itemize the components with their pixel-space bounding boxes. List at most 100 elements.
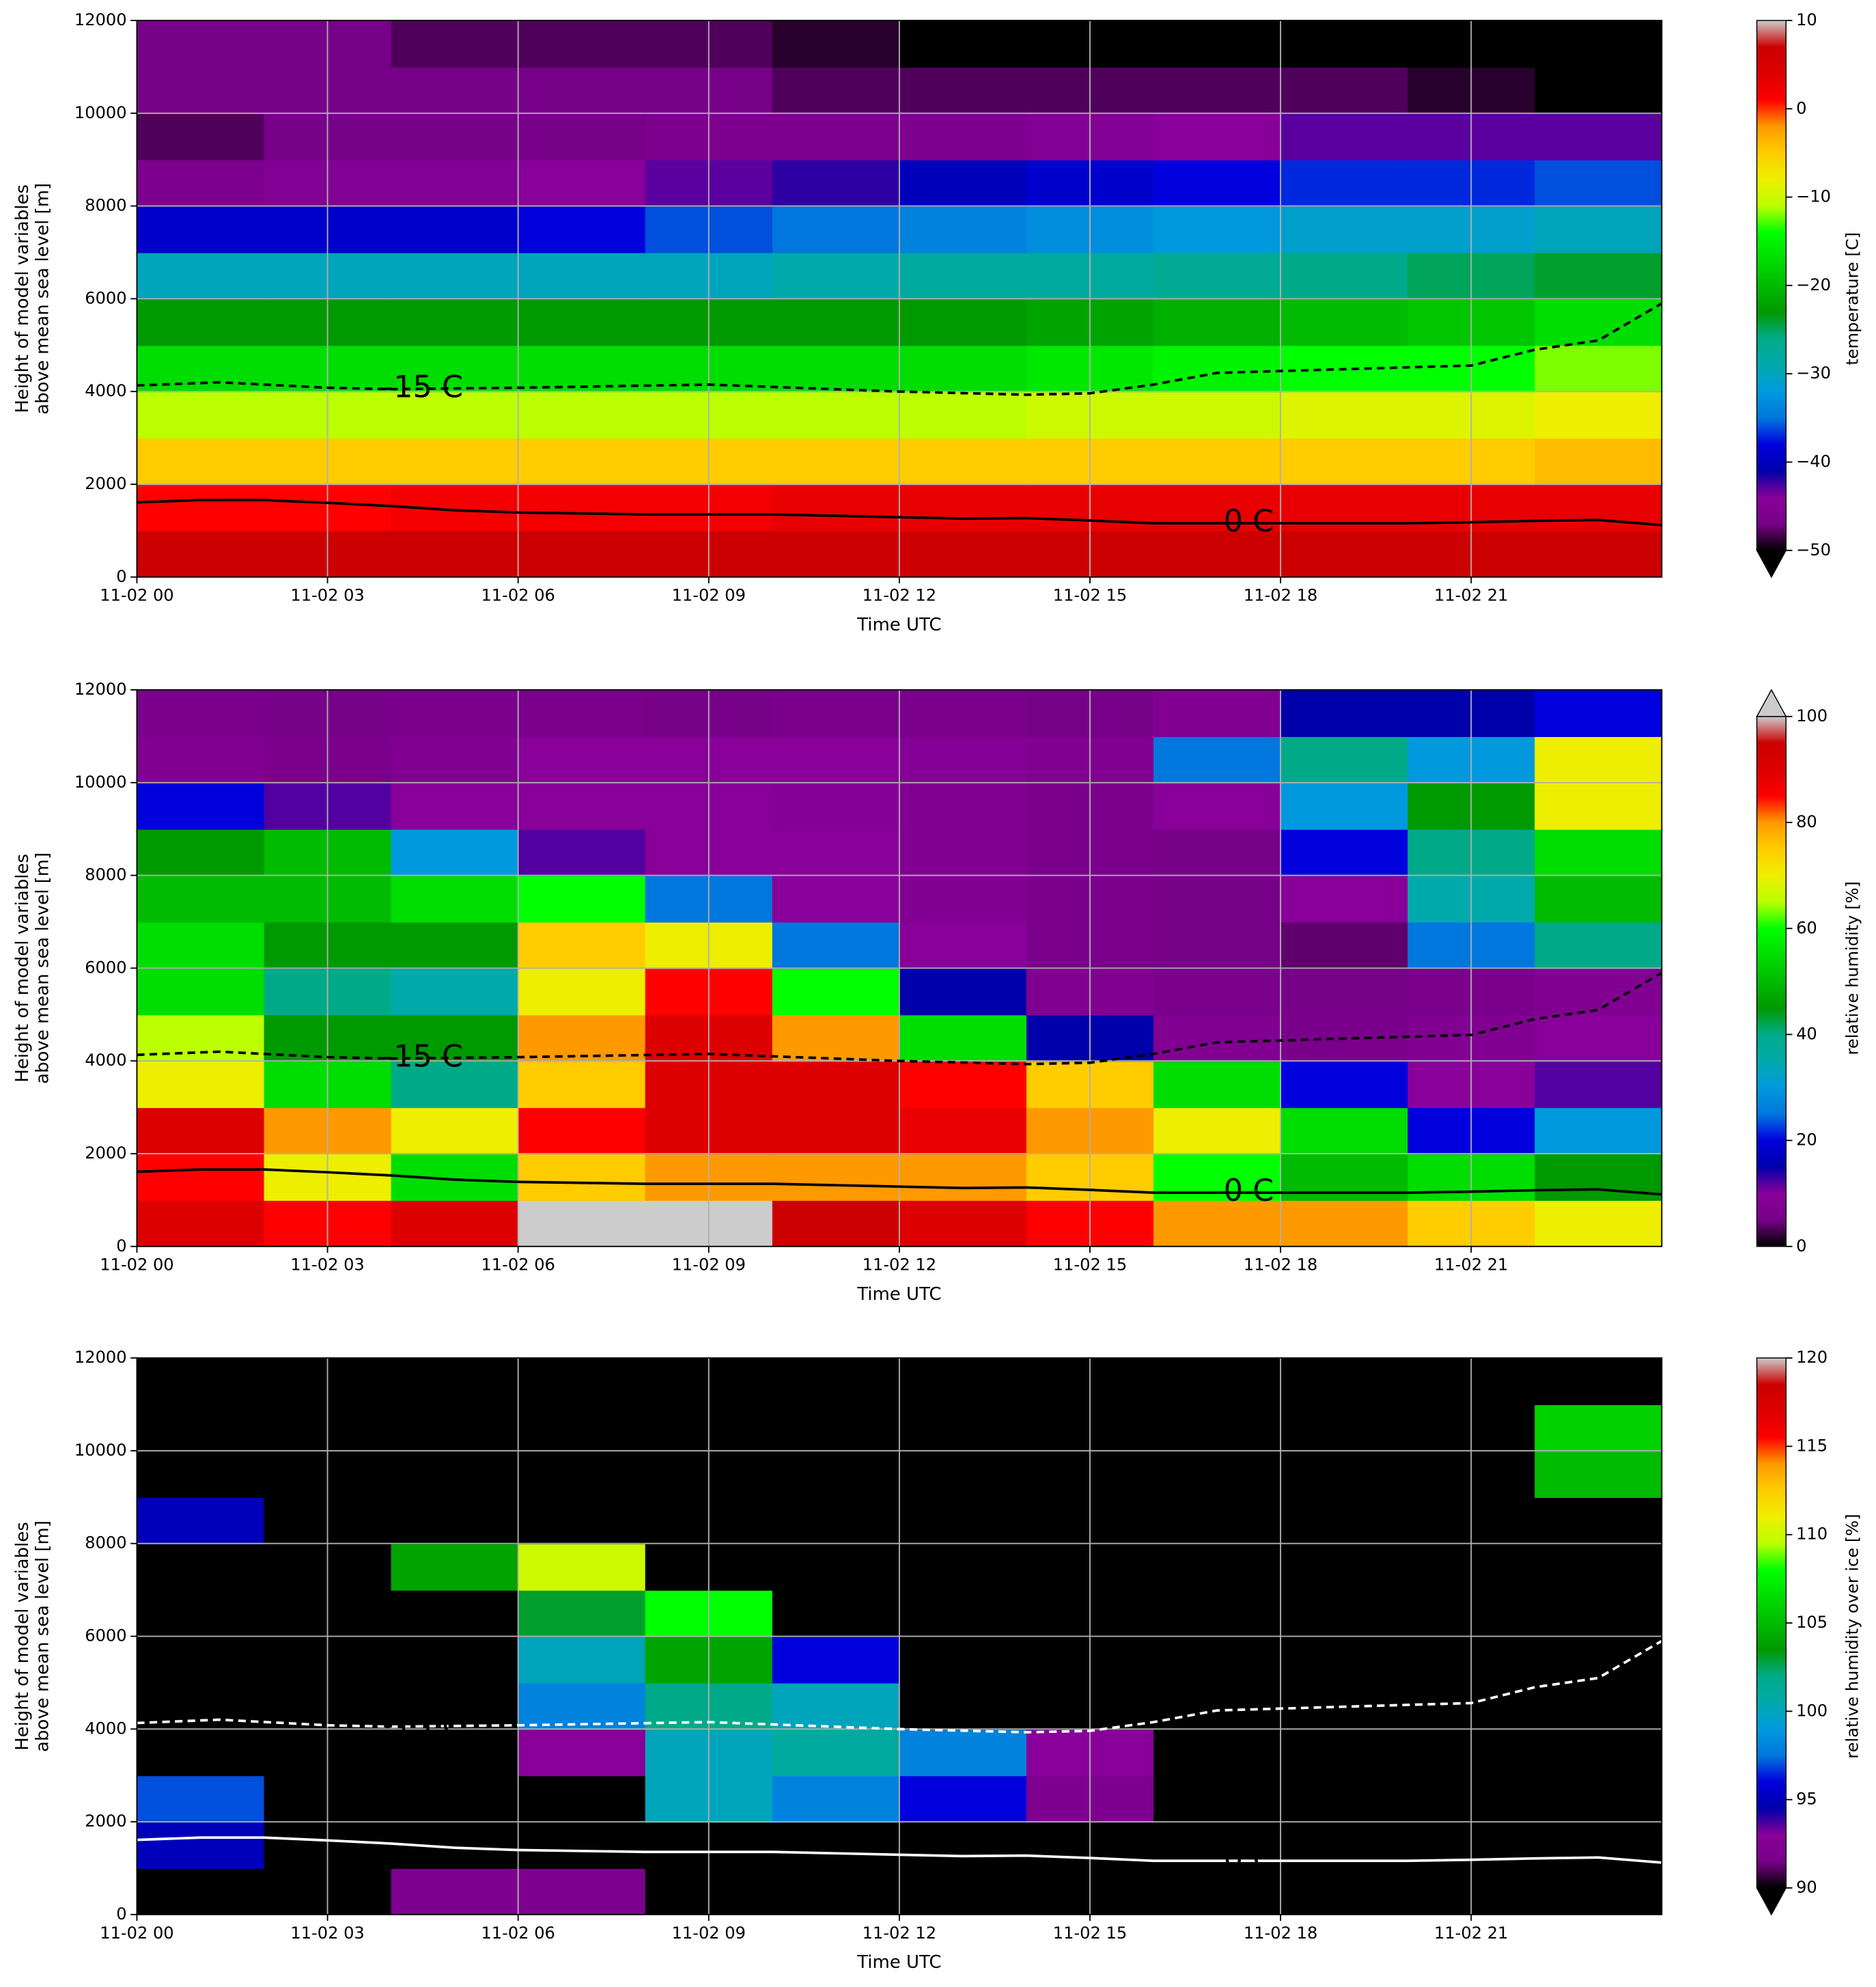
heat-cell [899,1543,1028,1591]
heat-cell [391,438,519,486]
y-tick-label: 2000 [85,1143,126,1163]
heat-cell [1153,1682,1282,1730]
heat-cell [391,782,519,830]
heat-cell [1280,1199,1409,1247]
heat-cell [772,1014,901,1062]
heat-cell [1280,530,1409,577]
colorbar-tick-label: −20 [1796,275,1831,294]
heat-cell [772,921,901,969]
x-tick-label: 11-02 15 [1053,1255,1127,1275]
heat-cell [137,1107,265,1155]
x-tick-label: 11-02 00 [100,586,173,605]
heat-cell [1153,736,1282,783]
heat-cell [518,1061,646,1109]
heat-cell [518,1822,646,1870]
contour-label: 0 C [1224,503,1274,539]
heat-cell [1280,921,1409,969]
heat-cell [518,1729,646,1777]
heat-cell [1153,20,1282,68]
heat-cell [1153,829,1282,876]
heat-cell [518,1543,646,1591]
heat-cell [1153,1450,1282,1498]
heat-cell [518,66,646,114]
x-tick-label: 11-02 09 [672,586,746,605]
plot-area [137,20,1662,577]
heat-cell [137,1543,265,1591]
colorbar [1756,1357,1787,1889]
colorbar-tick-label: 100 [1796,706,1828,725]
colorbar-tick-label: −50 [1796,540,1831,559]
heat-cell [1153,1199,1282,1247]
x-tick-label: 11-02 12 [863,1255,936,1275]
heat-cell [1535,1775,1662,1823]
heat-cell [1153,1636,1282,1684]
colorbar-tick-label: 60 [1796,918,1817,937]
x-tick-label: 11-02 00 [100,1255,173,1275]
heat-cell [899,968,1028,1016]
heat-cell [1535,1061,1662,1109]
heat-cell [772,391,901,439]
heat-cell [518,530,646,577]
heat-cell [1535,438,1662,486]
heat-cell [1153,689,1282,737]
heat-cell [137,1589,265,1637]
heat-cell [137,1358,265,1406]
heat-cell [1153,1358,1282,1406]
heat-cell [137,66,265,114]
heat-cell [772,782,901,830]
heat-cell [1153,1404,1282,1452]
heat-cell [899,1107,1028,1155]
heat-cell [1153,1775,1282,1823]
colorbar-label: temperature [C] [1843,232,1862,365]
heat-cell [1535,875,1662,923]
heat-cell [1153,1589,1282,1637]
colorbar-tick-label: 105 [1796,1613,1828,1632]
heat-cell [899,391,1028,439]
heat-cell [899,66,1028,114]
colorbar-tick-label: 100 [1796,1701,1828,1720]
heat-cell [518,345,646,393]
heat-cell [137,113,265,161]
colorbar-label: relative humidity [%] [1843,881,1862,1055]
heat-cell [1535,298,1662,346]
x-tick-label: 11-02 03 [290,586,364,605]
heat-cell [518,1107,646,1155]
plot-area [137,1358,1662,1915]
heat-cell [1535,689,1662,737]
y-tick-label: 0 [116,1904,126,1923]
y-tick-label: 6000 [85,958,126,977]
y-axis-label: above mean sea level [m] [33,183,53,415]
heat-cell [137,1775,265,1823]
heat-cell [899,1404,1028,1452]
heat-cell [899,1014,1028,1062]
heat-cell [518,438,646,486]
heat-cell [772,1868,901,1915]
heat-cell [899,1153,1028,1201]
heat-cell [391,1636,519,1684]
heat-cell [899,1497,1028,1544]
heat-cell [518,1014,646,1062]
heat-cell [1153,875,1282,923]
colorbar-tick-label: 110 [1796,1525,1828,1544]
heat-cell [391,206,519,253]
colorbar-tick-label: 10 [1796,10,1817,29]
heat-cell [772,113,901,161]
heat-cell [1280,689,1409,737]
heat-cell [518,1153,646,1201]
heat-cell [518,968,646,1016]
heat-cell [391,1868,519,1915]
heat-cell [391,1543,519,1591]
y-tick-label: 0 [116,1236,126,1255]
heat-cell [1535,1589,1662,1637]
y-tick-label: 6000 [85,288,126,307]
colorbar-tick-label: 80 [1796,812,1817,831]
heat-cell [518,159,646,207]
x-tick-label: 11-02 03 [290,1923,364,1943]
heat-cell [391,20,519,68]
heat-cell [899,1775,1028,1823]
heat-cell [1280,1868,1409,1915]
contour-line [137,1836,1662,1864]
x-tick-label: 11-02 15 [1053,1923,1127,1943]
heat-cell [391,1404,519,1452]
heat-cell [772,345,901,393]
